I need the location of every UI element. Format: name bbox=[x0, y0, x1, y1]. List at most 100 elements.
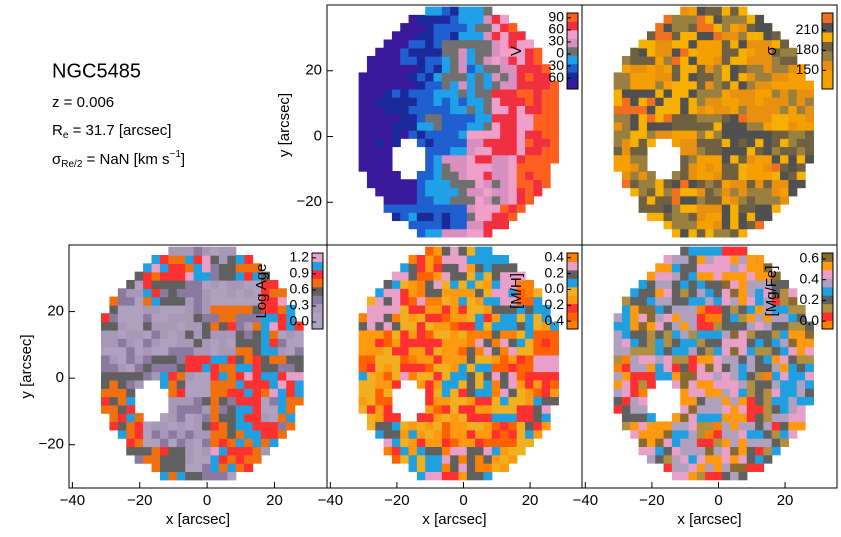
map-pixel bbox=[705, 438, 715, 447]
map-pixel bbox=[252, 429, 262, 439]
map-pixel bbox=[746, 313, 756, 323]
map-pixel bbox=[630, 146, 640, 156]
map-pixel bbox=[294, 363, 304, 373]
map-pixel bbox=[696, 129, 706, 139]
map-pixel bbox=[126, 354, 136, 364]
map-pixel bbox=[433, 263, 443, 273]
map-pixel bbox=[533, 179, 543, 189]
map-pixel bbox=[358, 105, 368, 115]
map-pixel bbox=[466, 296, 476, 306]
map-pixel bbox=[483, 97, 493, 106]
map-pixel bbox=[117, 321, 127, 331]
map-pixel bbox=[425, 105, 435, 115]
map-pixel bbox=[525, 129, 534, 139]
map-pixel bbox=[491, 72, 501, 82]
map-pixel bbox=[680, 429, 690, 439]
map-pixel bbox=[680, 404, 690, 414]
map-pixel bbox=[746, 97, 756, 106]
map-pixel bbox=[458, 195, 468, 205]
map-pixel bbox=[780, 371, 789, 381]
map-pixel bbox=[688, 179, 698, 189]
map-pixel bbox=[227, 429, 237, 439]
map-pixel bbox=[738, 354, 748, 364]
map-pixel bbox=[375, 371, 385, 381]
map-pixel bbox=[788, 129, 798, 139]
map-pixel bbox=[688, 97, 698, 106]
map-pixel bbox=[713, 88, 723, 98]
map-pixel bbox=[218, 346, 228, 356]
map-pixel bbox=[796, 354, 806, 364]
map-pixel bbox=[375, 187, 385, 197]
map-pixel bbox=[252, 396, 262, 406]
map-pixel bbox=[466, 346, 476, 356]
map-pixel bbox=[663, 39, 673, 49]
map-pixel bbox=[525, 80, 534, 90]
colorbar-segment bbox=[567, 63, 578, 73]
map-pixel bbox=[475, 429, 485, 439]
map-pixel bbox=[366, 105, 376, 115]
colorbar-tick-label: 150 bbox=[796, 61, 820, 77]
map-pixel bbox=[383, 296, 393, 306]
map-pixel bbox=[680, 72, 690, 82]
map-pixel bbox=[100, 371, 111, 381]
map-pixel bbox=[185, 413, 195, 423]
map-pixel bbox=[450, 413, 460, 423]
map-pixel bbox=[375, 346, 385, 356]
map-pixel bbox=[688, 421, 698, 431]
map-pixel bbox=[655, 64, 665, 74]
map-pixel bbox=[358, 146, 368, 156]
map-pixel bbox=[383, 39, 393, 49]
map-pixel bbox=[466, 254, 476, 264]
colorbar-tick-label: 0.0 bbox=[800, 312, 820, 328]
map-pixel bbox=[646, 121, 656, 131]
map-pixel bbox=[663, 421, 673, 431]
map-pixel bbox=[771, 31, 781, 41]
map-pixel bbox=[500, 14, 510, 24]
map-pixel bbox=[525, 413, 534, 423]
map-pixel bbox=[771, 179, 781, 189]
map-pixel bbox=[441, 171, 451, 180]
map-pixel bbox=[450, 329, 460, 339]
map-pixel bbox=[491, 421, 501, 431]
colorbar-segment bbox=[312, 286, 323, 296]
map-pixel bbox=[500, 271, 510, 281]
map-pixel bbox=[646, 72, 656, 82]
map-pixel bbox=[433, 363, 443, 373]
map-pixel bbox=[646, 113, 656, 123]
map-pixel bbox=[391, 179, 401, 189]
map-pixel bbox=[688, 14, 698, 24]
map-pixel bbox=[151, 296, 161, 306]
map-pixel bbox=[696, 446, 706, 456]
map-pixel bbox=[541, 80, 551, 90]
map-pixel bbox=[193, 254, 203, 265]
map-pixel bbox=[755, 379, 765, 389]
map-pixel bbox=[696, 388, 706, 398]
map-pixel bbox=[269, 404, 279, 414]
map-pixel bbox=[738, 371, 748, 381]
map-pixel bbox=[771, 329, 781, 339]
map-pixel bbox=[425, 446, 435, 456]
map-pixel bbox=[466, 55, 476, 65]
map-pixel bbox=[721, 146, 731, 156]
map-pixel bbox=[126, 446, 136, 456]
map-pixel bbox=[763, 404, 773, 414]
map-pixel bbox=[738, 64, 748, 74]
map-pixel bbox=[688, 379, 698, 389]
map-pixel bbox=[168, 463, 178, 473]
map-pixel bbox=[721, 421, 731, 431]
map-pixel bbox=[391, 271, 401, 281]
map-pixel bbox=[696, 454, 706, 464]
map-pixel bbox=[525, 321, 534, 331]
map-pixel bbox=[646, 446, 656, 456]
map-pixel bbox=[671, 220, 681, 230]
map-pixel bbox=[400, 304, 410, 314]
map-pixel bbox=[185, 379, 195, 389]
map-pixel bbox=[202, 304, 212, 314]
map-pixel bbox=[713, 97, 723, 106]
map-pixel bbox=[260, 438, 271, 448]
map-pixel bbox=[458, 72, 468, 82]
map-pixel bbox=[525, 346, 534, 356]
map-pixel bbox=[671, 346, 681, 356]
map-pixel bbox=[400, 39, 410, 49]
map-pixel bbox=[134, 421, 144, 431]
